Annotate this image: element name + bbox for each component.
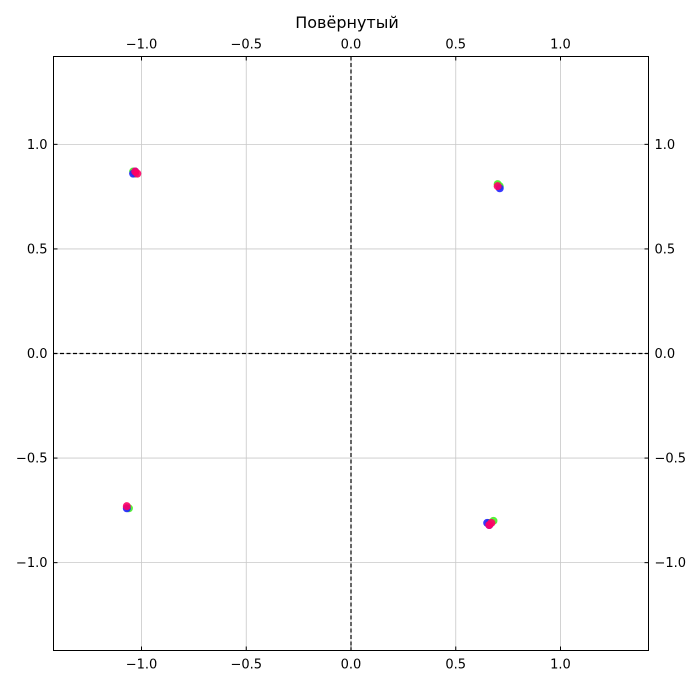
x-tick-label-bottom: 0.5 [445,658,466,673]
y-tick-label-left: −0.5 [16,452,48,467]
chart-title: Повёрнутый [295,13,399,32]
x-tick-label-bottom: −1.0 [126,658,158,673]
x-tick-label-top: −1.0 [126,38,158,53]
y-tick-label-left: −1.0 [16,556,48,571]
data-point [131,167,140,176]
y-tick-label-left: 0.5 [27,242,48,257]
x-tick-label-top: 0.0 [341,38,362,53]
data-point [122,502,131,511]
data-point [493,182,502,191]
y-tick-label-left: 1.0 [27,138,48,153]
x-tick-label-bottom: −0.5 [230,658,262,673]
y-tick-label-right: 0.5 [655,242,676,257]
y-tick-label-right: −0.5 [655,452,687,467]
y-tick-label-left: 0.0 [27,347,48,362]
y-tick-label-right: −1.0 [655,556,687,571]
y-tick-label-right: 0.0 [655,347,676,362]
x-tick-label-bottom: 1.0 [550,658,571,673]
x-tick-label-top: 1.0 [550,38,571,53]
data-points [122,167,504,530]
x-tick-label-bottom: 0.0 [341,658,362,673]
y-tick-label-right: 1.0 [655,138,676,153]
x-tick-label-top: 0.5 [445,38,466,53]
data-point [487,518,496,527]
x-tick-label-top: −0.5 [230,38,262,53]
axis-ticks: −1.0 −1.0 −0.5 −0.5 0.0 0.0 0.5 0.5 1.0 1.0 −1.0 −1… [16,38,686,673]
reference-lines [53,56,649,651]
grid [53,56,649,651]
